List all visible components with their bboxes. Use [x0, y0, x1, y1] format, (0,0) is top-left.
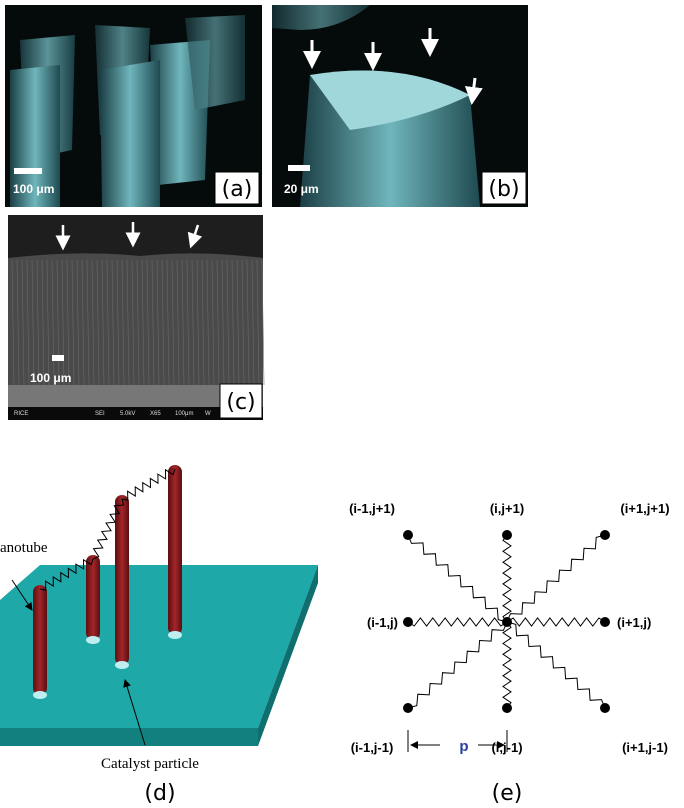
spring — [408, 622, 507, 708]
lattice-node — [502, 530, 512, 540]
panel-c: 100 μm RICE SEI 5.0kV X65 100μm W (c) — [8, 215, 264, 420]
spring — [408, 618, 507, 626]
nanotube — [86, 555, 100, 640]
center-node — [502, 617, 512, 627]
node-label: (i-1,j-1) — [351, 740, 394, 755]
catalyst-particle — [115, 661, 129, 669]
sem-footer-text: RICE — [14, 411, 28, 417]
catalyst-particle — [33, 691, 47, 699]
scale-bar-label: 100 μm — [13, 182, 54, 196]
spring — [507, 618, 605, 626]
panel-e: p (e) (i-1,j+1) (i,j+1) (i+1,j+1) (i-1,j) (i… — [349, 501, 670, 806]
sem-footer-text: SEI — [95, 411, 105, 417]
spring — [503, 535, 511, 622]
node-label: (i-1,j) — [367, 615, 398, 630]
sem-footer-text: 100μm — [175, 411, 193, 417]
sem-footer-text: 5.0kV — [120, 411, 135, 417]
lattice-node — [502, 703, 512, 713]
panel-b: 20 μm (b) — [272, 5, 528, 207]
spring — [507, 622, 605, 708]
panel-label: (c) — [226, 390, 255, 415]
nanotube-label: anotube — [0, 540, 48, 556]
figure: 100 μm (a) 20 μm (b) 100 μm RICE SEI 5.0kV… — [0, 0, 684, 808]
catalyst-particle — [168, 631, 182, 639]
panel-d: anotube Catalyst particle (d) — [0, 465, 318, 806]
sem-footer-text: X65 — [150, 411, 161, 417]
panel-label: (a) — [222, 177, 253, 202]
panel-label: (e) — [492, 781, 523, 806]
spring — [408, 535, 507, 622]
node-label: (i,j-1) — [491, 740, 522, 755]
spring — [503, 622, 511, 708]
spring — [122, 469, 175, 500]
lattice-node — [403, 617, 413, 627]
nanotube — [168, 465, 182, 635]
spring — [507, 535, 605, 622]
scale-bar-label: 20 μm — [284, 182, 319, 196]
node-label: (i,j+1) — [490, 501, 524, 516]
lattice-node — [600, 617, 610, 627]
node-label: (i+1,j-1) — [622, 740, 668, 755]
panel-label: (b) — [488, 177, 519, 202]
catalyst-label: Catalyst particle — [101, 756, 199, 772]
node-label: (i+1,j) — [617, 615, 651, 630]
lattice-node — [403, 530, 413, 540]
node-label: (i+1,j+1) — [620, 501, 669, 516]
lattice-node — [600, 703, 610, 713]
catalyst-particle — [86, 636, 100, 644]
scale-bar-label: 100 μm — [30, 371, 71, 385]
sem-footer-text: W — [205, 411, 211, 417]
spacing-label: p — [459, 738, 468, 755]
nanotube — [33, 585, 47, 695]
nanotube — [115, 495, 129, 665]
panel-label: (d) — [144, 781, 175, 806]
panel-a: 100 μm (a) — [5, 5, 262, 207]
lattice-node — [403, 703, 413, 713]
node-label: (i-1,j+1) — [349, 501, 395, 516]
lattice-node — [600, 530, 610, 540]
